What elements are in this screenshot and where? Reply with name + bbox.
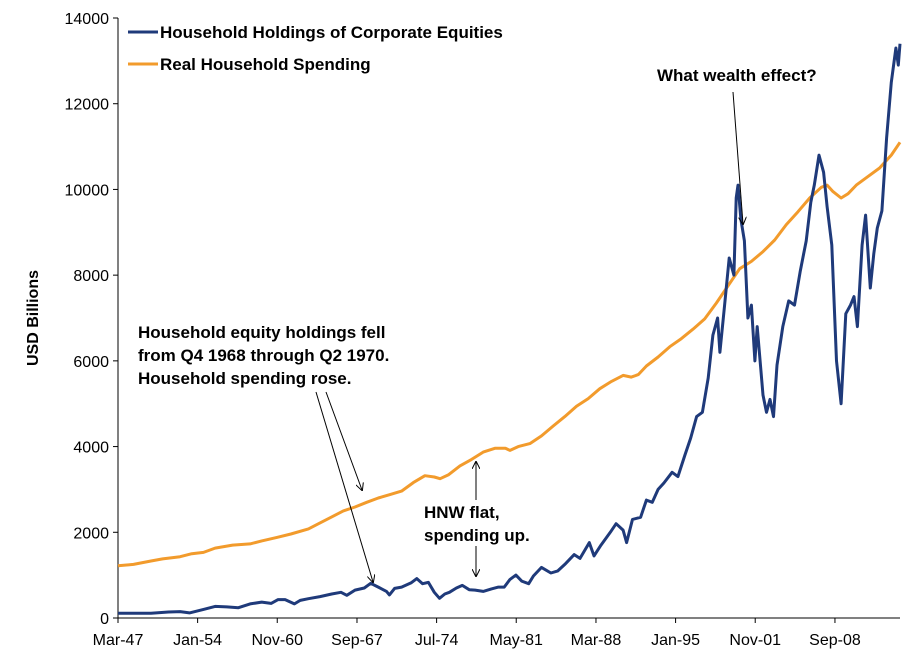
y-tick-label: 12000	[65, 97, 110, 114]
y-tick-label: 14000	[65, 11, 110, 28]
y-tick-label: 6000	[73, 354, 109, 371]
x-tick-label: Nov-60	[251, 632, 303, 649]
series-layer	[117, 43, 902, 615]
annotation-wealth-effect-arrow	[732, 91, 743, 224]
legend: Household Holdings of Corporate Equities…	[128, 23, 503, 74]
annotation-1968-arrow-spending	[325, 391, 362, 490]
annotation-wealth-effect: What wealth effect?	[657, 66, 817, 224]
annotation-1968-line-3: Household spending rose.	[138, 369, 351, 388]
x-tick-label: Jul-74	[415, 632, 459, 649]
series-line-spending	[117, 141, 902, 568]
annotation-1968-arrow-equities	[315, 391, 373, 582]
y-ticks: 0 2000 4000 6000 8000 10000 12000 14000	[65, 11, 118, 628]
y-tick-label: 10000	[65, 182, 110, 199]
x-tick-label: May-81	[490, 632, 543, 649]
x-tick-label: Nov-01	[729, 632, 781, 649]
annotation-1968-line-2: from Q4 1968 through Q2 1970.	[138, 346, 389, 365]
x-ticks: Mar-47 Jan-54 Nov-60 Sep-67 Jul-74 May-81 Mar-…	[93, 618, 861, 649]
legend-label-spending: Real Household Spending	[160, 55, 371, 74]
x-tick-label: Sep-08	[809, 632, 861, 649]
annotation-hnw-line-1: HNW flat,	[424, 503, 500, 522]
y-tick-label: 0	[100, 611, 109, 628]
y-axis-label: USD Billions	[25, 270, 42, 366]
x-tick-label: Mar-47	[93, 632, 144, 649]
y-tick-label: 2000	[73, 525, 109, 542]
x-tick-label: Mar-88	[571, 632, 622, 649]
x-tick-label: Jan-54	[173, 632, 222, 649]
annotation-wealth-effect-text: What wealth effect?	[657, 66, 817, 85]
y-tick-label: 8000	[73, 268, 109, 285]
annotation-hnw-line-2: spending up.	[424, 526, 530, 545]
annotation-1968-line-1: Household equity holdings fell	[138, 323, 385, 342]
x-tick-label: Sep-67	[331, 632, 383, 649]
annotation-1968: Household equity holdings fell from Q4 1…	[138, 323, 389, 582]
series-line-equities	[118, 43, 902, 615]
x-tick-label: Jan-95	[651, 632, 700, 649]
annotation-hnw: HNW flat, spending up.	[424, 462, 530, 576]
legend-label-equities: Household Holdings of Corporate Equities	[160, 23, 503, 42]
y-tick-label: 4000	[73, 440, 109, 457]
